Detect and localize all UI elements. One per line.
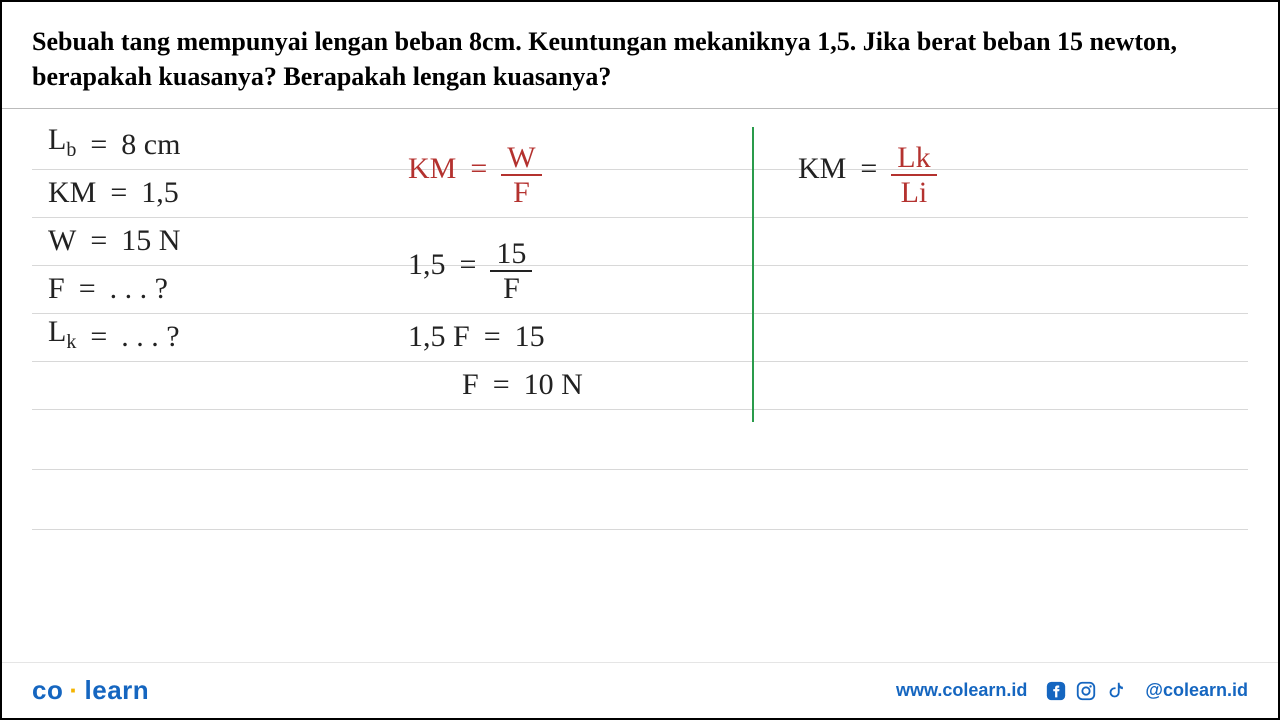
given-lb: Lb = 8 cm xyxy=(42,121,382,169)
step-cross-multiply: 1,5 F = 15 xyxy=(402,313,742,361)
column-divider xyxy=(752,127,754,422)
footer: co·learn www.colearn.id @colearn.id xyxy=(2,662,1278,718)
given-km: KM = 1,5 xyxy=(42,169,382,217)
footer-handle: @colearn.id xyxy=(1145,680,1248,701)
formula-km-lk-li: KM = Lk Li xyxy=(792,121,1092,217)
footer-url: www.colearn.id xyxy=(896,680,1027,701)
given-w: W = 15 N xyxy=(42,217,382,265)
social-icons xyxy=(1045,680,1127,702)
solve-lk-column: KM = Lk Li xyxy=(792,121,1092,217)
solve-f-column: KM = W F 1,5 = 15 F 1,5 F = 15 F = 10 N xyxy=(402,121,742,409)
given-column: Lb = 8 cm KM = 1,5 W = 15 N F = . . . ? … xyxy=(42,121,382,361)
work-area: Lb = 8 cm KM = 1,5 W = 15 N F = . . . ? … xyxy=(2,109,1278,589)
question-text: Sebuah tang mempunyai lengan beban 8cm. … xyxy=(2,2,1278,109)
unknown-lk: Lk = . . . ? xyxy=(42,313,382,361)
tiktok-icon xyxy=(1105,680,1127,702)
unknown-f: F = . . . ? xyxy=(42,265,382,313)
logo-dot-icon: · xyxy=(69,675,78,706)
result-f: F = 10 N xyxy=(402,361,742,409)
instagram-icon xyxy=(1075,680,1097,702)
step-substitute: 1,5 = 15 F xyxy=(402,217,742,313)
brand-logo: co·learn xyxy=(32,675,149,706)
footer-right: www.colearn.id @colearn.id xyxy=(896,680,1248,702)
facebook-icon xyxy=(1045,680,1067,702)
formula-km-wf: KM = W F xyxy=(402,121,742,217)
